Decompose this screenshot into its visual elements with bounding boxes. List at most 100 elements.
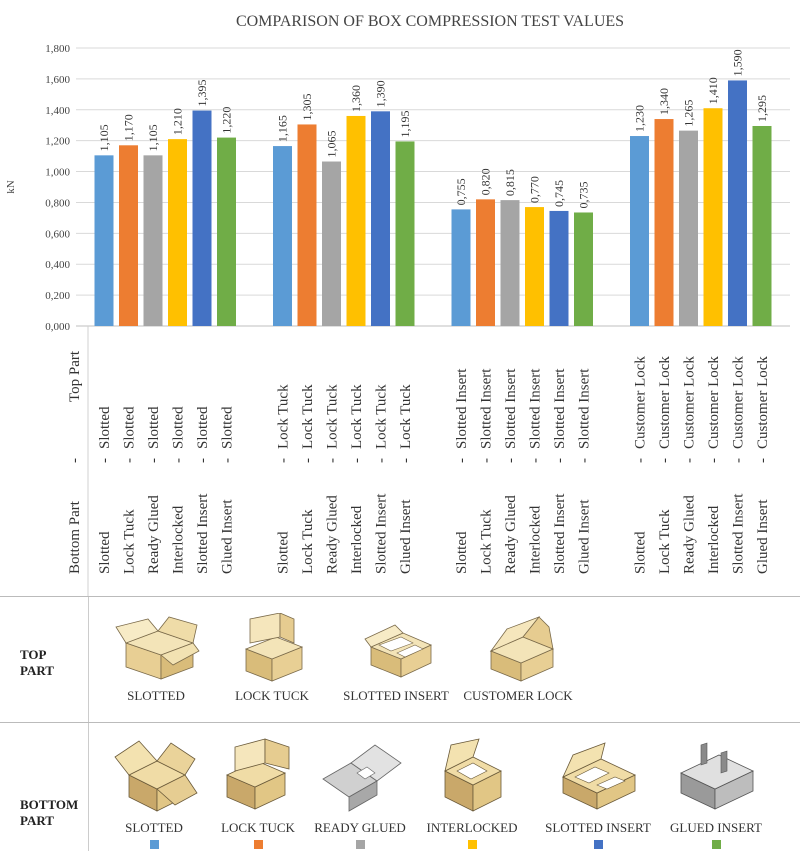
bar-value-label: 0,770 bbox=[528, 176, 542, 203]
bar-value-label: 1,165 bbox=[276, 115, 290, 142]
top-part-tick-label: Lock Tuck bbox=[398, 384, 414, 449]
top-part-tick-label: Slotted bbox=[195, 406, 211, 449]
axis-dash: - bbox=[374, 458, 390, 463]
bar-value-label: 0,815 bbox=[503, 169, 517, 196]
y-tick-label: 1,000 bbox=[45, 167, 70, 179]
bottom-part-tick-label: Interlocked bbox=[349, 505, 365, 574]
lock-tuck-color-swatch bbox=[253, 840, 263, 849]
bottom-part-label-line1: BOTTOM bbox=[20, 797, 79, 812]
slotted-insert-open-box-icon bbox=[562, 742, 636, 810]
top-part-tick-label: Customer Lock bbox=[731, 356, 747, 449]
bottom-part-tick-label: Glued Insert bbox=[755, 499, 771, 574]
bar-value-label: 1,065 bbox=[325, 131, 339, 158]
bar-value-label: 1,170 bbox=[122, 114, 136, 141]
bar bbox=[451, 209, 471, 326]
top-part-label: TOP PART bbox=[20, 647, 54, 679]
bottom-part-tick-label: Slotted bbox=[454, 531, 470, 574]
axis-dash: - bbox=[454, 458, 470, 463]
bar bbox=[168, 139, 187, 326]
bar-value-label: 1,410 bbox=[706, 77, 720, 104]
axis-dash: - bbox=[146, 458, 162, 463]
bar-value-label: 0,735 bbox=[577, 181, 591, 208]
top-item-caption: CUSTOMER LOCK bbox=[463, 688, 573, 703]
top-part-tick-label: Slotted Insert bbox=[479, 368, 495, 449]
bottom-part-tick-label: Interlocked bbox=[706, 505, 722, 574]
top-part-tick-label: Lock Tuck bbox=[300, 384, 316, 449]
axis-dash: - bbox=[300, 458, 316, 463]
top-item-caption: SLOTTED bbox=[127, 688, 185, 703]
bottom-part-tick-label: Lock Tuck bbox=[479, 509, 495, 574]
lock-tuck-box-icon bbox=[244, 612, 304, 682]
y-axis-ticks: 0,000 0,200 0,400 0,600 0,800 1,000 1,200 1,400… bbox=[45, 43, 70, 333]
ready-glued-box-icon bbox=[322, 744, 402, 812]
bar-value-label: 1,210 bbox=[171, 108, 185, 135]
y-tick-label: 1,600 bbox=[45, 74, 70, 86]
bar bbox=[395, 141, 415, 326]
bar bbox=[728, 80, 747, 326]
bottom-part-tick-label: Lock Tuck bbox=[122, 509, 138, 574]
bar-value-label: 1,305 bbox=[300, 93, 314, 120]
top-slotted-item: SLOTTED bbox=[104, 613, 208, 704]
axis-dash: - bbox=[731, 458, 747, 463]
bottom-glued-insert-item: GLUED INSERT bbox=[660, 735, 772, 854]
bottom-part-tick-label: Slotted Insert bbox=[195, 493, 211, 574]
y-tick-label: 0,600 bbox=[45, 228, 70, 240]
panel-divider bbox=[88, 723, 89, 851]
y-tick-label: 0,400 bbox=[45, 259, 70, 271]
bar bbox=[752, 125, 772, 326]
bottom-part-tick-label: Interlocked bbox=[171, 505, 187, 574]
top-part-tick-label: Customer Lock bbox=[755, 356, 771, 449]
top-slotted-insert-item: SLOTTED INSERT bbox=[336, 613, 456, 704]
bottom-part-tick-label: Interlocked bbox=[528, 505, 544, 574]
bar-value-label: 1,105 bbox=[146, 124, 160, 151]
interlocked-box-icon bbox=[444, 738, 502, 812]
bar bbox=[476, 199, 495, 326]
axis-dash: - bbox=[503, 458, 519, 463]
bar-value-label: 1,195 bbox=[398, 110, 412, 137]
slotted-color-swatch bbox=[149, 840, 159, 849]
bar-value-label: 1,230 bbox=[633, 105, 647, 132]
glued-insert-box-icon bbox=[680, 742, 754, 810]
axis-dash: - bbox=[755, 458, 771, 463]
bottom-item-caption: LOCK TUCK bbox=[221, 820, 295, 835]
top-part-panel: TOP PART SLOTTED LOCK TUCK bbox=[0, 596, 800, 723]
bottom-part-label: BOTTOM PART bbox=[20, 797, 78, 829]
top-part-tick-label: Slotted bbox=[97, 406, 113, 449]
lock-tuck-open-box-icon bbox=[226, 738, 290, 810]
panel-divider bbox=[88, 597, 89, 723]
glued-insert-color-swatch bbox=[711, 840, 721, 849]
slotted-insert-color-swatch bbox=[593, 840, 603, 849]
bottom-slotted-item: SLOTTED bbox=[104, 735, 204, 854]
top-part-label-line1: TOP bbox=[20, 647, 47, 662]
bottom-item-caption: SLOTTED bbox=[125, 820, 183, 835]
top-part-tick-label: Slotted bbox=[171, 406, 187, 449]
bottom-part-tick-label: Slotted Insert bbox=[552, 493, 568, 574]
bottom-part-tick-label: Lock Tuck bbox=[300, 509, 316, 574]
top-part-tick-label: Customer Lock bbox=[682, 356, 698, 449]
axis-dash: - bbox=[349, 458, 365, 463]
axis-dash: - bbox=[325, 458, 341, 463]
y-tick-label: 0,800 bbox=[45, 197, 70, 209]
bar bbox=[654, 119, 674, 327]
top-item-caption: SLOTTED INSERT bbox=[343, 688, 449, 703]
y-tick-label: 0,000 bbox=[45, 321, 70, 333]
bar-value-label: 1,105 bbox=[97, 124, 111, 151]
bottom-item-caption: SLOTTED INSERT bbox=[545, 820, 651, 835]
bar-value-label: 0,755 bbox=[454, 178, 468, 205]
bars bbox=[94, 80, 772, 327]
bottom-part-tick-label: Slotted bbox=[276, 531, 292, 574]
axis-dash: - bbox=[97, 458, 113, 463]
bar-value-label: 0,745 bbox=[552, 180, 566, 207]
bottom-item-caption: READY GLUED bbox=[314, 820, 406, 835]
axis-dash: - bbox=[220, 458, 236, 463]
y-tick-label: 1,400 bbox=[45, 105, 70, 117]
bar-value-label: 1,395 bbox=[195, 80, 209, 107]
bottom-part-tick-label: Ready Glued bbox=[503, 495, 519, 574]
bar bbox=[273, 146, 292, 326]
top-customer-lock-item: CUSTOMER LOCK bbox=[458, 613, 578, 704]
top-part-tick-label: Slotted Insert bbox=[528, 368, 544, 449]
axis-dash: - bbox=[398, 458, 414, 463]
bottom-item-caption: INTERLOCKED bbox=[426, 820, 518, 835]
top-part-axis-title: Top Part bbox=[67, 350, 83, 402]
bottom-part-panel: BOTTOM PART SLOTTED LOCK TUCK bbox=[0, 722, 800, 851]
